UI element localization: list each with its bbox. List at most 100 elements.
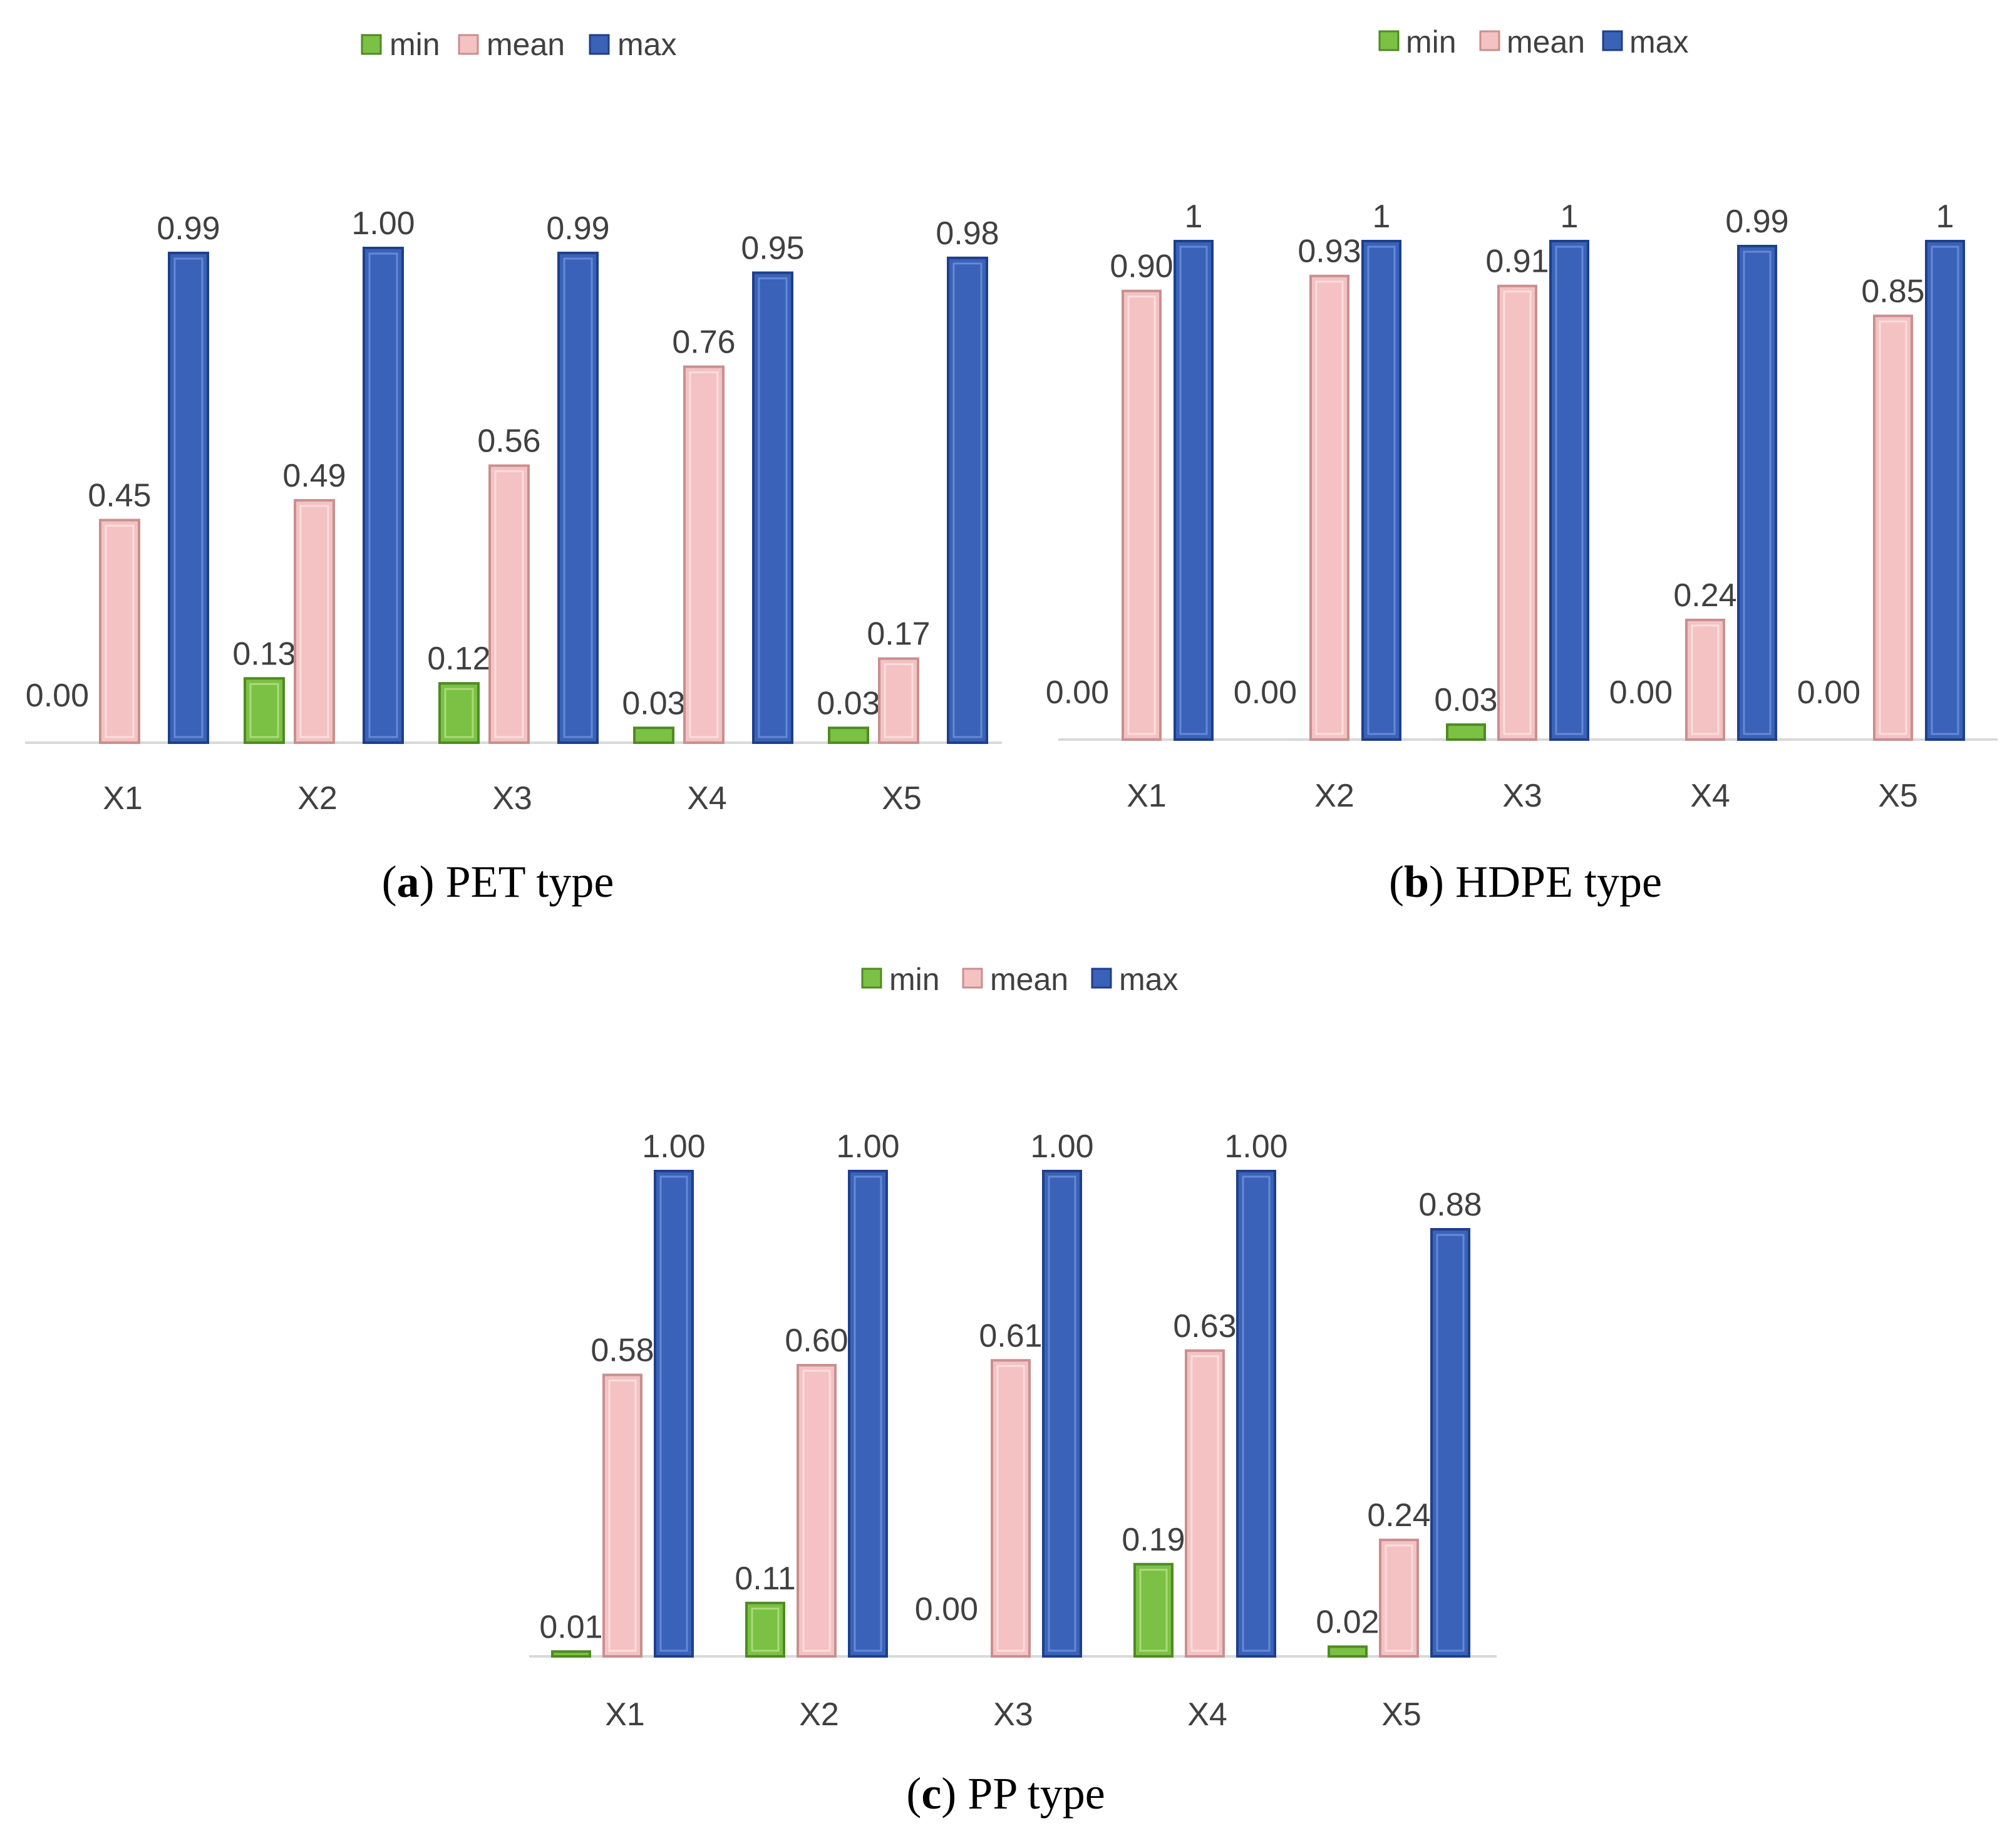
legend-swatch-max xyxy=(1602,30,1623,51)
data-label-mean: 0.56 xyxy=(477,423,540,460)
bar-bevel-max xyxy=(1242,1175,1271,1652)
bar-min xyxy=(1446,723,1486,741)
bar-bevel-mean xyxy=(802,1370,831,1652)
chart-pp: min mean max X1 0.01 0.58 1.00 X2 0.11 0.60 1.0… xyxy=(529,962,1497,1819)
x-tick-label: X2 xyxy=(799,1696,839,1733)
x-tick-label: X1 xyxy=(103,780,143,817)
bar-bevel-max xyxy=(1367,245,1396,735)
bar-bevel-mean xyxy=(1385,1544,1413,1652)
legend-label-min: min xyxy=(390,27,440,62)
legend-swatch-max xyxy=(589,34,610,55)
bar-bevel-max xyxy=(173,257,204,738)
caption-text: PET type xyxy=(435,857,614,907)
data-label-max: 0.95 xyxy=(741,230,804,267)
caption-letter: c xyxy=(921,1768,941,1819)
legend-label-min: min xyxy=(889,962,940,997)
data-label-min: 0.00 xyxy=(1046,674,1109,711)
legend-label-mean: mean xyxy=(1507,24,1585,59)
bar-bevel-mean xyxy=(1190,1355,1219,1652)
bars-pp: X1 0.01 0.58 1.00 X2 0.11 0.60 1.00 X3 0.00 0.61 1.… xyxy=(539,1128,1482,1733)
data-label-max: 1 xyxy=(1561,199,1579,235)
legend-swatch-mean xyxy=(1479,30,1500,51)
bar-bevel-max xyxy=(854,1175,882,1652)
data-label-min: 0.19 xyxy=(1122,1522,1185,1558)
data-label-max: 1.00 xyxy=(351,205,415,242)
data-label-mean: 0.76 xyxy=(672,324,735,361)
caption-letter: b xyxy=(1404,857,1429,907)
data-label-min: 0.03 xyxy=(1434,682,1497,718)
legend-label-min: min xyxy=(1406,24,1457,59)
legend-swatch-min xyxy=(861,968,882,989)
bar-bevel-max xyxy=(1436,1234,1465,1652)
x-tick-label: X5 xyxy=(882,780,922,817)
x-tick-label: X1 xyxy=(605,1696,645,1733)
data-label-min: 0.00 xyxy=(915,1591,978,1628)
data-label-mean: 0.90 xyxy=(1110,249,1173,285)
bar-bevel-mean xyxy=(608,1380,637,1652)
data-label-max: 1.00 xyxy=(642,1128,705,1165)
legend-swatch-min xyxy=(361,34,382,55)
data-label-mean: 0.61 xyxy=(979,1318,1042,1354)
x-tick-label: X5 xyxy=(1381,1696,1421,1733)
caption-text: PP type xyxy=(956,1768,1105,1819)
data-label-max: 0.99 xyxy=(1725,204,1788,240)
data-label-max: 1.00 xyxy=(836,1128,899,1165)
bar-bevel-mean xyxy=(299,505,329,738)
legend-swatch-mean xyxy=(962,968,983,989)
legend-label-max: max xyxy=(617,27,676,62)
bar-bevel-mean xyxy=(1879,320,1907,735)
legend-label-mean: mean xyxy=(990,962,1068,997)
x-tick-label: X2 xyxy=(297,780,338,817)
bar-bevel-mean xyxy=(996,1365,1025,1652)
data-label-min: 0.03 xyxy=(622,685,685,721)
bar-bevel-mean xyxy=(494,470,524,738)
bar-bevel-max xyxy=(952,262,983,738)
data-label-max: 0.99 xyxy=(546,210,609,247)
legend-swatch-min xyxy=(1378,30,1400,51)
data-label-min: 0.00 xyxy=(1609,674,1673,711)
bar-bevel-max xyxy=(659,1175,688,1652)
data-label-min: 0.13 xyxy=(232,636,296,672)
bar-bevel-min xyxy=(444,688,474,738)
bar-bevel-max xyxy=(1179,245,1208,735)
data-label-mean: 0.91 xyxy=(1485,244,1549,280)
data-label-mean: 0.58 xyxy=(591,1333,654,1369)
bar-bevel-max xyxy=(1555,245,1584,735)
legend: min mean max xyxy=(861,962,1178,997)
data-label-mean: 0.24 xyxy=(1367,1497,1430,1534)
legend-label-max: max xyxy=(1629,24,1688,59)
data-label-mean: 0.60 xyxy=(785,1323,848,1359)
bar-bevel-mean xyxy=(884,663,914,738)
bar-bevel-max xyxy=(1743,250,1772,735)
data-label-mean: 0.63 xyxy=(1173,1308,1236,1345)
data-label-min: 0.00 xyxy=(1234,674,1297,711)
bar-bevel-max xyxy=(1931,245,1959,735)
legend: min mean max xyxy=(1378,24,1688,59)
bar-bevel-max xyxy=(563,257,593,738)
x-tick-label: X3 xyxy=(1502,778,1542,814)
bar-bevel-mean xyxy=(689,371,719,738)
bar-bevel-mean xyxy=(105,525,135,738)
legend-swatch-mean xyxy=(458,34,479,55)
x-tick-label: X5 xyxy=(1878,778,1918,814)
x-tick-label: X1 xyxy=(1127,778,1167,814)
data-label-min: 0.00 xyxy=(26,678,89,714)
chart-hdpe: min mean max X1 0.00 0.90 1 X2 0.00 0.93 1 X3 0.0… xyxy=(1046,24,1998,907)
bar-bevel-max xyxy=(758,277,788,738)
x-tick-label: X2 xyxy=(1314,778,1354,814)
x-tick-label: X4 xyxy=(1187,1696,1227,1733)
data-label-min: 0.00 xyxy=(1797,674,1860,711)
bar-bevel-mean xyxy=(1127,296,1156,735)
bar-bevel-max xyxy=(1048,1175,1076,1652)
bar-bevel-min xyxy=(751,1608,780,1652)
data-label-max: 1.00 xyxy=(1224,1128,1287,1165)
caption-letter: a xyxy=(397,857,420,907)
bar-min xyxy=(551,1650,591,1658)
data-label-min: 0.03 xyxy=(817,685,880,721)
bars-pet: X1 0.00 0.45 0.99 X2 0.13 0.49 1.00 X3 0.12 0.56 0.… xyxy=(26,205,999,817)
bar-bevel-min xyxy=(249,683,279,738)
x-tick-label: X4 xyxy=(687,780,727,817)
data-label-max: 1 xyxy=(1373,199,1391,235)
data-label-min: 0.12 xyxy=(427,641,490,677)
data-label-min: 0.02 xyxy=(1316,1604,1379,1641)
